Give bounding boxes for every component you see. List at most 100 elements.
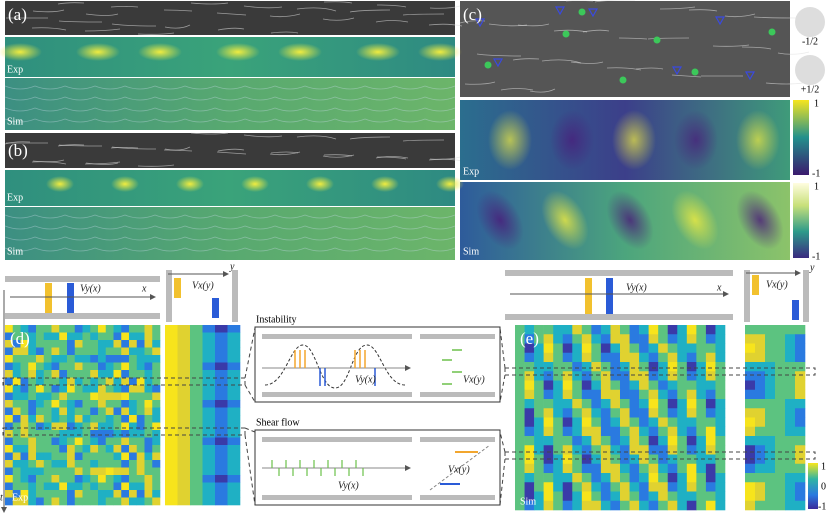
kymo-cell (144, 385, 153, 393)
kymo-cell (227, 400, 241, 408)
kymo-cell (715, 445, 726, 455)
kymo-cell (765, 491, 776, 502)
kymo-cell (755, 491, 766, 502)
kymo-cell (28, 430, 37, 438)
kymo-cell (129, 497, 138, 506)
kymo-cell (745, 436, 756, 446)
kymo-cell (28, 340, 37, 348)
axis-label: x (716, 282, 722, 293)
kymo-cell (43, 407, 52, 416)
vortex (476, 190, 524, 250)
kymo-cell (136, 377, 145, 386)
fiber-streak (270, 151, 299, 154)
kymo-cell (51, 400, 60, 408)
kymo-cell (43, 370, 52, 378)
kymo-cell (610, 500, 621, 511)
kymo-cell (524, 380, 535, 391)
kymo-cell (98, 355, 107, 363)
kymo-cell (28, 422, 37, 431)
kymo-cell (98, 407, 107, 416)
kymo-cell (227, 347, 241, 356)
kymo-cell (639, 473, 649, 483)
kymo-cell (177, 400, 191, 408)
kymo-cell (581, 417, 592, 428)
kymo-cell (553, 436, 564, 446)
kymo-cell (515, 445, 525, 455)
kymo-cell (190, 370, 203, 378)
kymo-cell (705, 380, 716, 391)
vortex (418, 43, 462, 61)
kymo-cell (696, 491, 707, 502)
fiber-streak (243, 5, 283, 9)
colorbar-exp (793, 100, 809, 175)
kymo-cell (43, 460, 52, 468)
kymo-cell (715, 473, 726, 483)
time-slice (2, 427, 246, 436)
kymo-cell (98, 400, 107, 408)
kymo-cell (98, 452, 107, 461)
fiber-streak (375, 20, 409, 23)
kymo-cell (165, 482, 178, 491)
wall (232, 270, 238, 322)
fiber-streak (570, 61, 604, 64)
defect-minus (474, 18, 486, 28)
kymo-cell (677, 417, 688, 428)
kymo-cell (74, 407, 83, 416)
kymo-cell (765, 325, 776, 335)
kymo-cell (74, 445, 83, 453)
fiber-streak (618, 37, 648, 40)
kymo-cell (5, 325, 14, 333)
schematic-label: Vy(x) (626, 282, 647, 293)
kymo-cell (59, 385, 68, 393)
kymo-cell (667, 352, 678, 363)
kymo-cell (639, 417, 649, 428)
time-slice (504, 367, 816, 376)
kymo-cell (765, 500, 776, 511)
kymo-cell (98, 460, 107, 468)
kymo-cell (113, 445, 122, 453)
kymo-cell (553, 389, 564, 400)
kymo-cell (215, 347, 228, 356)
fiber-streak (110, 6, 139, 8)
kymo-cell (215, 400, 228, 408)
kymo-cell (524, 426, 535, 437)
kymo-cell (795, 325, 806, 335)
colorbar-label: -1 (818, 501, 826, 512)
kymo-cell (202, 482, 216, 491)
kymo-cell (620, 445, 630, 455)
kymo-cell (190, 430, 203, 438)
defect-minus (671, 66, 683, 76)
kymo-cell (600, 473, 611, 483)
kymo-cell (696, 352, 707, 363)
kymo-cell (152, 490, 161, 498)
defect-minus (587, 8, 599, 18)
fiber-streak (349, 9, 391, 13)
kymo-cell (5, 430, 14, 438)
kymo-cell (51, 482, 60, 491)
kymo-cell (202, 325, 216, 333)
kymo-cell (5, 422, 14, 431)
kymo-cell (165, 340, 178, 348)
kymo-cell (121, 392, 130, 401)
kymo-cell (745, 343, 756, 354)
kymo-cell (581, 325, 592, 335)
kymo-cell (36, 482, 45, 491)
kymo-cell (74, 370, 83, 378)
kymo-cell (610, 491, 621, 502)
kymo-cell (5, 460, 14, 468)
kymo-cell (648, 389, 659, 400)
kymo-cell (677, 491, 688, 502)
kymo-cell (785, 389, 796, 400)
kymo-cell (12, 355, 21, 363)
kymo-cell (98, 445, 107, 453)
wall (420, 437, 495, 442)
kymo-cell (715, 436, 726, 446)
panel-label: (a) (8, 5, 27, 24)
kymo-cell (562, 389, 573, 400)
kymo-cell (12, 362, 21, 371)
kymo-cell (202, 370, 216, 378)
kymo-cell (785, 436, 796, 446)
kymo-cell (5, 340, 14, 348)
kymo-cell (12, 340, 21, 348)
kymo-cell (658, 334, 669, 344)
